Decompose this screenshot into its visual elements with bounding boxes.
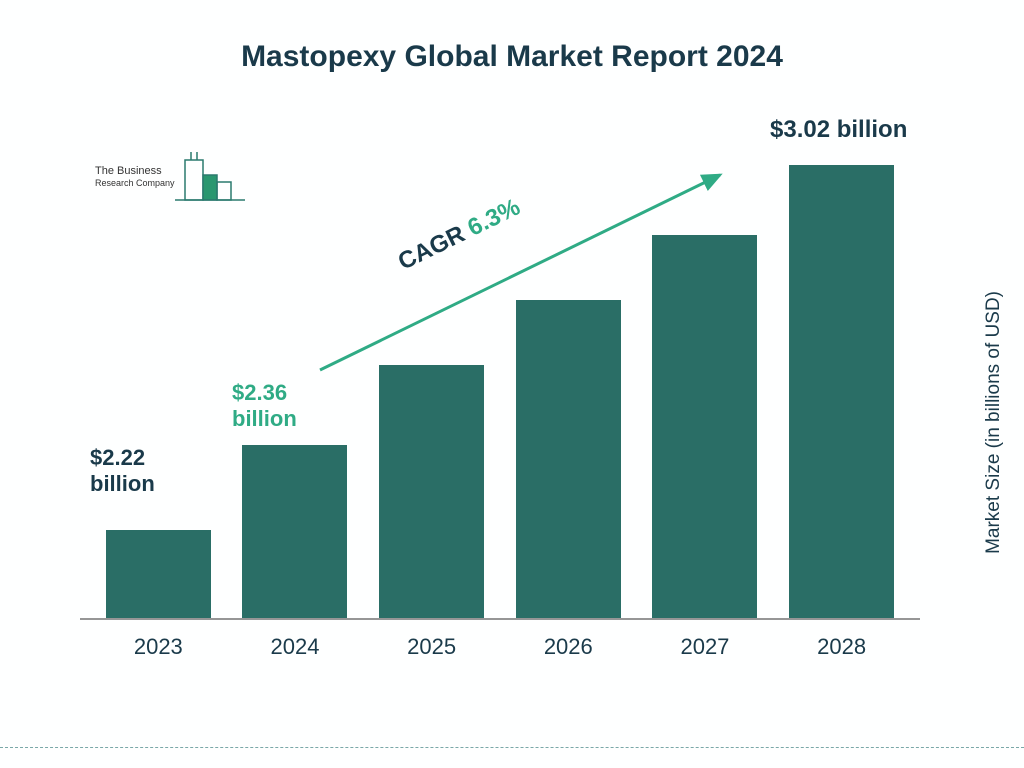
bar	[379, 365, 484, 620]
bar-group	[98, 530, 218, 620]
bar-group	[372, 365, 492, 620]
bar-group	[782, 165, 902, 620]
y-axis-label: Market Size (in billions of USD)	[983, 291, 1005, 554]
x-axis-label: 2025	[372, 634, 492, 660]
bar	[242, 445, 347, 620]
chart-title: Mastopexy Global Market Report 2024	[0, 40, 1024, 74]
bar	[652, 235, 757, 620]
x-axis-label: 2028	[782, 634, 902, 660]
x-axis-label: 2024	[235, 634, 355, 660]
bar-group	[508, 300, 628, 620]
x-axis-label: 2023	[98, 634, 218, 660]
bottom-divider	[0, 747, 1024, 748]
x-axis-line	[80, 618, 920, 620]
bar	[516, 300, 621, 620]
bar	[106, 530, 211, 620]
x-axis-label: 2026	[508, 634, 628, 660]
x-axis-label: 2027	[645, 634, 765, 660]
bar	[789, 165, 894, 620]
value-label: $2.22billion	[90, 445, 155, 498]
bar-group	[235, 445, 355, 620]
value-label: $3.02 billion	[770, 116, 907, 145]
x-axis-labels: 2023 2024 2025 2026 2027 2028	[90, 634, 910, 660]
bar-group	[645, 235, 765, 620]
value-label: $2.36billion	[232, 380, 297, 433]
